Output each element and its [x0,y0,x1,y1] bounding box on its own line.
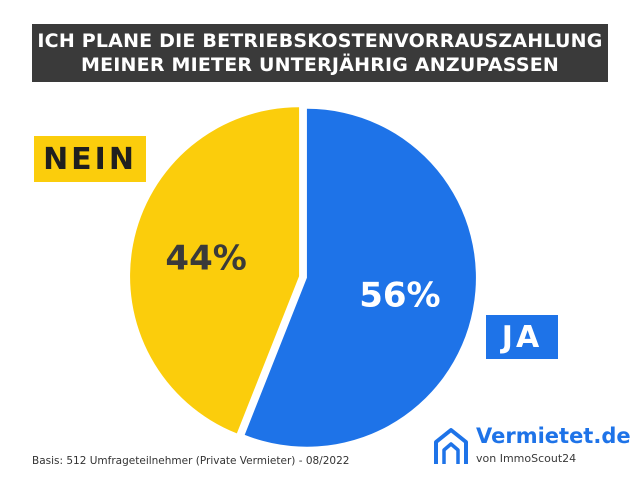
title-line-1: ICH PLANE DIE BETRIEBSKOSTENVORRAUSZAHLU… [37,30,603,52]
pie-slice-nein [130,107,300,434]
legend-tag-nein: NEIN [34,136,146,182]
house-logo-icon [434,428,468,464]
legend-tag-ja: JA [486,315,558,359]
brand-logo-block: Vermietet.de von ImmoScout24 [432,424,631,470]
slice-value-label-ja: 56% [359,275,440,315]
brand-name: Vermietet.de [476,424,631,448]
title-line-2: MEINER MIETER UNTERJÄHRIG ANZUPASSEN [81,54,559,76]
pie-slice-ja [244,108,476,447]
brand-subtitle: von ImmoScout24 [476,452,577,465]
title-banner: ICH PLANE DIE BETRIEBSKOSTENVORRAUSZAHLU… [32,24,608,82]
footnote-basis: Basis: 512 Umfrageteilnehmer (Private Ve… [32,455,350,467]
slice-value-label-nein: 44% [165,239,246,279]
